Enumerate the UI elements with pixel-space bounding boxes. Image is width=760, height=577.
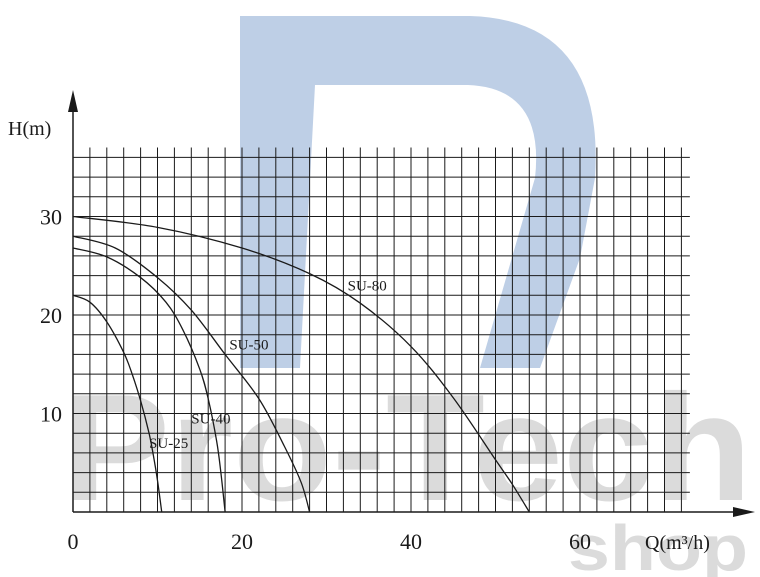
curve-su-40 — [72, 247, 226, 513]
x-tick-label: 60 — [569, 529, 591, 554]
y-tick-label: 10 — [40, 402, 62, 427]
y-axis-title: H(m) — [8, 118, 51, 140]
curve-su-25 — [72, 294, 163, 513]
x-axis-title: Q(m³/h) — [645, 532, 710, 554]
x-axis-arrow — [733, 507, 755, 517]
curve-su-50 — [72, 235, 311, 513]
x-tick-label: 40 — [400, 529, 422, 554]
watermark-logo: Pro-Tech shop — [62, 16, 752, 577]
curve-label-su-25: SU-25 — [149, 436, 188, 452]
watermark-logo-text: Pro-Tech — [62, 363, 752, 533]
curve-su-80 — [72, 215, 530, 513]
curve-label-su-50: SU-50 — [229, 337, 268, 353]
curve-label-su-40: SU-40 — [191, 411, 230, 427]
watermark-logo-subtext: shop — [568, 512, 748, 577]
y-tick-label: 30 — [40, 205, 62, 230]
curve-label-su-80: SU-80 — [348, 278, 387, 294]
y-axis-arrow — [68, 90, 78, 112]
axes — [68, 90, 755, 517]
y-tick-label: 20 — [40, 303, 62, 328]
plot-grid — [73, 147, 690, 512]
x-tick-label: 0 — [68, 529, 79, 554]
axis-labels: H(m) Q(m³/h) 0 20 40 60 10 20 30 — [8, 118, 710, 554]
watermark-logo-shape — [240, 16, 596, 368]
x-tick-label: 20 — [231, 529, 253, 554]
